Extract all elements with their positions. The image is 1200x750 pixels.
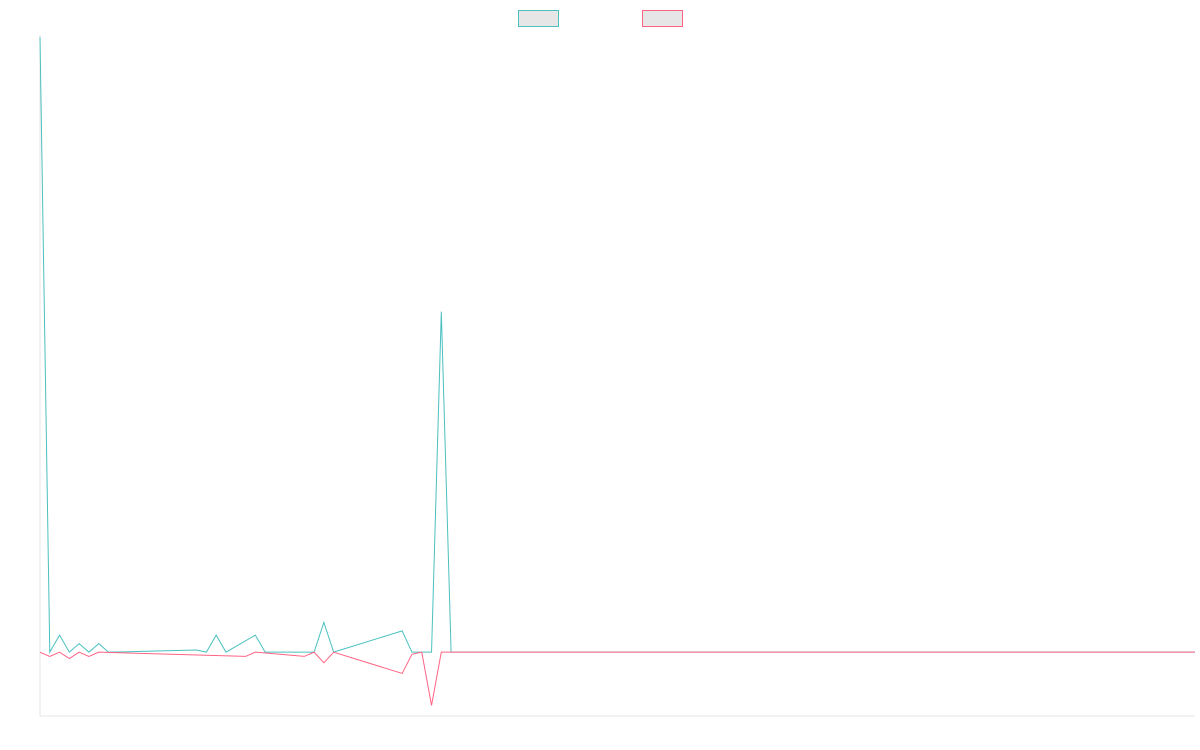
legend-swatch-1	[518, 10, 559, 27]
legend	[518, 10, 683, 27]
series-line-1	[39, 37, 1195, 654]
legend-item-2[interactable]	[642, 10, 683, 27]
series-layer	[39, 37, 1195, 706]
legend-item-1[interactable]	[518, 10, 559, 27]
legend-swatch-2	[642, 10, 683, 27]
series-line-2	[39, 651, 1195, 706]
